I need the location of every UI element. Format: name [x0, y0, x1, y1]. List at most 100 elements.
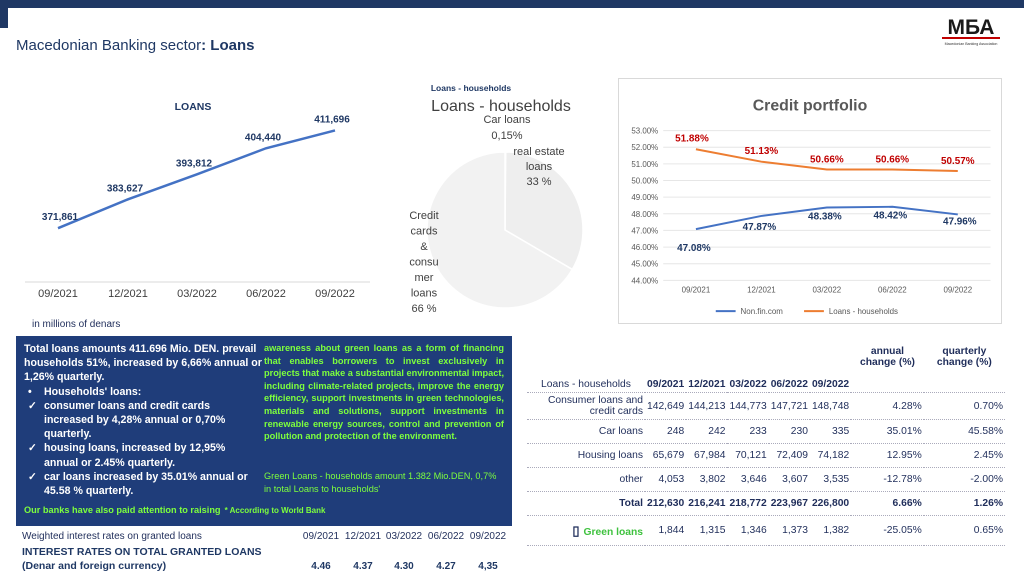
- credit-data-label: 50.57%: [941, 156, 975, 167]
- credit-data-label: 47.96%: [943, 216, 977, 227]
- loans-x-tick: 12/2021: [108, 288, 148, 300]
- table-cell-annual: 12.95%: [851, 443, 924, 468]
- pie-label-credit-cards: mer: [415, 272, 434, 284]
- pie-label-credit-cards: consu: [409, 257, 438, 269]
- loans-data-label: 404,440: [245, 132, 282, 143]
- rate-period-header: 09/2022: [469, 531, 507, 542]
- credit-y-tick: 46.00%: [631, 243, 658, 252]
- panel-list-item: ✓ consumer loans and credit cards increas…: [24, 399, 262, 442]
- rate-value: 4,35: [478, 561, 498, 572]
- panel-list-item: ✓ car loans increased by 35.01% annual or…: [24, 470, 262, 498]
- table-row-label: Car loans: [527, 419, 645, 444]
- credit-y-tick: 50.00%: [631, 176, 658, 185]
- info-panel: [16, 336, 512, 526]
- pie-label-real-estate: 33 %: [526, 176, 551, 188]
- panel-item-text: Households' loans:: [44, 385, 142, 398]
- table-cell: 144,213: [686, 392, 728, 420]
- table-cell: 218,772: [727, 491, 769, 516]
- panel-item-text: housing loans, increased by 12,95% annua…: [44, 442, 226, 469]
- credit-x-tick: 09/2022: [943, 285, 972, 294]
- top-accent-bar: [0, 0, 1024, 8]
- loans-line-chart: LOANS 371,861 383,627 393,812 404,440 411,69…: [25, 101, 370, 300]
- rate-period-header: 12/2021: [344, 531, 382, 542]
- unit-note: in millions of denars: [32, 319, 121, 330]
- logo-subtitle: Macedonian Banking Association: [945, 42, 998, 46]
- panel-list-item: ✓ housing loans, increased by 12,95% annu…: [24, 441, 262, 469]
- table-cell: 226,800: [809, 491, 852, 516]
- rate-period-header: 06/2022: [427, 531, 465, 542]
- pie-label-credit-cards: &: [420, 241, 428, 253]
- pie-slice: [504, 151, 584, 271]
- table-total-row: Total 212,630 216,241 218,772 223,967 22…: [527, 491, 1005, 516]
- table-cell: 1,346: [727, 515, 769, 546]
- table-cell: 212,630: [645, 491, 687, 516]
- table-row: Housing loans 65,679 67,984 70,121 72,40…: [527, 443, 1005, 468]
- table-row: other 4,053 3,802 3,646 3,607 3,535 -12.…: [527, 467, 1005, 492]
- page-title-prefix: Macedonian Banking sector: [16, 37, 202, 54]
- mba-logo: МБА Macedonian Banking Association: [942, 16, 1000, 46]
- credit-data-label: 51.88%: [675, 133, 709, 144]
- pie-label-car: 0,15%: [491, 130, 522, 142]
- table-col-header: 12/2021: [686, 336, 728, 393]
- table-col-header: 06/2022: [768, 336, 810, 393]
- table-row: Consumer loans and credit cards 142,649 …: [527, 392, 1005, 420]
- panel-list: • Households' loans: ✓ consumer loans and …: [24, 385, 262, 499]
- credit-y-tick: 48.00%: [631, 210, 658, 219]
- households-pie-chart: Loans - households Loans - households Ca…: [409, 83, 584, 315]
- loans-x-tick: 06/2022: [246, 288, 286, 300]
- rates-title-line2: (Denar and foreign currency): [22, 560, 167, 572]
- table-cell-quarterly: 0.65%: [923, 515, 1005, 546]
- credit-data-label: 51.13%: [745, 146, 779, 157]
- table-col-header: 09/2021: [645, 336, 687, 393]
- table-cell: 142,649: [645, 392, 687, 420]
- table-cell: 223,967: [768, 491, 810, 516]
- legend-label: Non.fin.com: [741, 307, 784, 316]
- panel-green-loans-text: awareness about green loans as a form of…: [264, 343, 504, 442]
- table-cell: 3,802: [686, 467, 728, 492]
- pie-slice: [426, 151, 574, 309]
- credit-data-label: 48.38%: [808, 211, 842, 222]
- pie-label-credit-cards: Credit: [409, 210, 438, 222]
- households-series-line: [695, 148, 958, 173]
- credit-y-tick: 47.00%: [631, 226, 658, 235]
- top-accent-notch: [0, 8, 8, 28]
- credit-x-tick: 06/2022: [878, 285, 907, 294]
- table-cell: 65,679: [645, 443, 687, 468]
- table-cell-quarterly: 1.26%: [923, 491, 1005, 516]
- table-row: Car loans 248 242 233 230 335 35.01% 45.…: [527, 419, 1005, 444]
- table-cell: 147,721: [768, 392, 810, 420]
- credit-chart-title: Credit portfolio: [753, 98, 868, 115]
- green-loans-label: Green loans: [583, 526, 643, 538]
- credit-y-tick: 51.00%: [631, 160, 658, 169]
- table-cell-annual: -12.78%: [851, 467, 924, 492]
- credit-x-tick: 03/2022: [813, 285, 842, 294]
- rate-value: 4.46: [311, 561, 331, 572]
- legend-label: Loans - households: [829, 307, 898, 316]
- table-cell: 3,535: [809, 467, 852, 492]
- rate-value: 4.37: [353, 561, 373, 572]
- panel-green-note: Green Loans - households amount 1.382 Mi…: [264, 471, 497, 494]
- credit-x-tick: 12/2021: [747, 285, 776, 294]
- table-cell: 148,748: [809, 392, 852, 420]
- rates-title-line1: INTEREST RATES ON TOTAL GRANTED LOANS: [22, 546, 262, 558]
- table-cell: 67,984: [686, 443, 728, 468]
- pie-label-credit-cards: loans: [411, 288, 438, 300]
- households-loans-table: Loans - households 09/2021 12/2021 03/20…: [527, 336, 1005, 546]
- credit-y-tick: 49.00%: [631, 193, 658, 202]
- table-col-header: 03/2022: [727, 336, 769, 393]
- table-cell: 335: [809, 419, 852, 444]
- table-cell-annual: 4.28%: [851, 392, 924, 420]
- panel-intro: Total loans amounts 411.696 Mio. DEN. pr…: [24, 343, 262, 384]
- table-cell-annual: 35.01%: [851, 419, 924, 444]
- credit-data-label: 48.42%: [874, 211, 908, 222]
- page-title-bold: : Loans: [201, 37, 255, 54]
- panel-list-item: • Households' loans:: [24, 385, 262, 399]
- loans-x-tick: 09/2022: [315, 288, 355, 300]
- loans-series-line: [57, 129, 336, 230]
- table-row-label: Consumer loans and credit cards: [527, 392, 645, 420]
- table-cell-quarterly: 45.58%: [923, 419, 1005, 444]
- credit-portfolio-chart: Credit portfolio 44.00% 45.00% 46.00% 47.00…: [618, 78, 1002, 324]
- table-cell-annual: 6.66%: [851, 491, 924, 516]
- table-row-label: ▯ Green loans: [527, 515, 645, 546]
- rate-value: 4.30: [394, 561, 414, 572]
